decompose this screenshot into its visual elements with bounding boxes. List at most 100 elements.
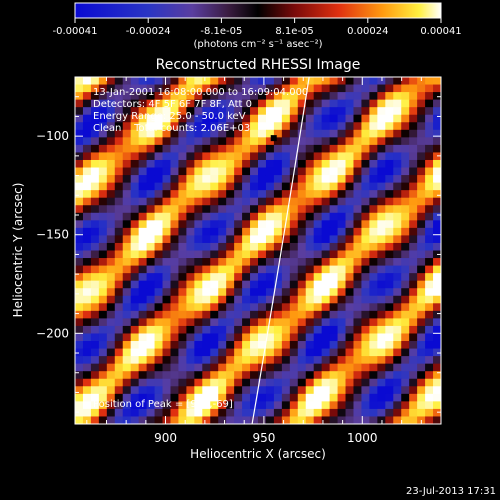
heatmap-cell — [297, 175, 307, 184]
heatmap-cell — [417, 408, 426, 418]
heatmap-cell — [82, 348, 92, 357]
heatmap-cell — [321, 333, 331, 342]
heatmap-cell — [369, 235, 378, 244]
heatmap-cell — [329, 318, 339, 327]
heatmap-cell — [345, 152, 355, 161]
heatmap-cell — [146, 378, 156, 387]
heatmap-cell — [369, 408, 378, 418]
heatmap-cell — [75, 333, 84, 342]
heatmap-cell — [186, 114, 195, 123]
heatmap-cell — [154, 273, 164, 282]
heatmap-cell — [82, 205, 92, 214]
heatmap-cell — [385, 333, 394, 342]
heatmap-cell — [82, 295, 92, 304]
heatmap-cell — [305, 265, 315, 274]
heatmap-cell — [337, 295, 347, 304]
heatmap-cell — [425, 107, 434, 116]
heatmap-cell — [401, 122, 410, 131]
heatmap-cell — [106, 152, 116, 161]
heatmap-cell — [433, 190, 441, 199]
heatmap-cell — [90, 416, 100, 424]
heatmap-cell — [170, 295, 180, 304]
heatmap-cell — [377, 137, 386, 146]
heatmap-cell — [337, 227, 347, 237]
heatmap-cell — [234, 325, 243, 335]
heatmap-cell — [297, 280, 307, 289]
heatmap-cell — [273, 182, 283, 191]
heatmap-cell — [138, 242, 148, 252]
heatmap-cell — [130, 393, 140, 402]
heatmap-cell — [250, 152, 259, 161]
heatmap-cell — [313, 378, 323, 387]
heatmap-cell — [170, 212, 180, 221]
heatmap-cell — [353, 227, 363, 237]
heatmap-cell — [433, 341, 441, 350]
heatmap-cell — [154, 227, 164, 237]
heatmap-cell — [186, 144, 195, 154]
heatmap-cell — [90, 356, 100, 365]
heatmap-cell — [289, 137, 299, 146]
heatmap-cell — [82, 393, 92, 402]
heatmap-cell — [106, 175, 116, 184]
heatmap-cell — [425, 288, 434, 297]
heatmap-cell — [377, 235, 386, 244]
heatmap-cell — [377, 167, 386, 176]
heatmap-cell — [385, 250, 394, 259]
heatmap-cell — [345, 235, 355, 244]
heatmap-cell — [401, 288, 410, 297]
heatmap-cell — [82, 137, 92, 146]
heatmap-cell — [170, 303, 180, 312]
heatmap-cell — [401, 227, 410, 237]
heatmap-cell — [194, 190, 203, 199]
heatmap-cell — [393, 303, 402, 312]
heatmap-cell — [417, 129, 426, 138]
heatmap-cell — [122, 325, 132, 335]
heatmap-cell — [226, 386, 235, 395]
heatmap-cell — [385, 212, 394, 221]
heatmap-cell — [178, 371, 187, 380]
heatmap-cell — [130, 197, 140, 206]
heatmap-cell — [130, 295, 140, 304]
heatmap-cell — [345, 416, 355, 424]
heatmap-cell — [82, 220, 92, 229]
heatmap-cell — [226, 84, 235, 93]
heatmap-cell — [361, 227, 370, 237]
heatmap-cell — [313, 416, 323, 424]
heatmap-cell — [409, 401, 418, 410]
heatmap-cell — [305, 220, 315, 229]
heatmap-cell — [321, 295, 331, 304]
heatmap-cell — [186, 122, 195, 131]
heatmap-cell — [138, 333, 148, 342]
heatmap-cell — [353, 107, 363, 116]
heatmap-cell — [82, 250, 92, 259]
heatmap-cell — [361, 288, 370, 297]
heatmap-cell — [75, 363, 84, 372]
heatmap-cell — [337, 152, 347, 161]
heatmap-cell — [425, 114, 434, 123]
heatmap-cell — [114, 129, 124, 138]
heatmap-cell — [146, 408, 156, 418]
heatmap-cell — [154, 167, 164, 176]
heatmap-cell — [98, 190, 108, 199]
heatmap-cell — [250, 182, 259, 191]
heatmap-cell — [98, 386, 108, 395]
heatmap-cell — [178, 348, 187, 357]
heatmap-cell — [369, 205, 378, 214]
heatmap-cell — [194, 348, 203, 357]
heatmap-cell — [106, 167, 116, 176]
heatmap-cell — [82, 378, 92, 387]
heatmap-cell — [242, 242, 251, 252]
heatmap-cell — [122, 220, 132, 229]
heatmap-cell — [226, 363, 235, 372]
heatmap-cell — [210, 280, 219, 289]
heatmap-cell — [234, 182, 243, 191]
heatmap-cell — [106, 408, 116, 418]
heatmap-cell — [329, 363, 339, 372]
heatmap-cell — [321, 258, 331, 267]
heatmap-cell — [130, 356, 140, 365]
heatmap-cell — [417, 205, 426, 214]
heatmap-cell — [425, 258, 434, 267]
heatmap-cell — [226, 114, 235, 123]
heatmap-cell — [146, 190, 156, 199]
heatmap-cell — [234, 227, 243, 237]
